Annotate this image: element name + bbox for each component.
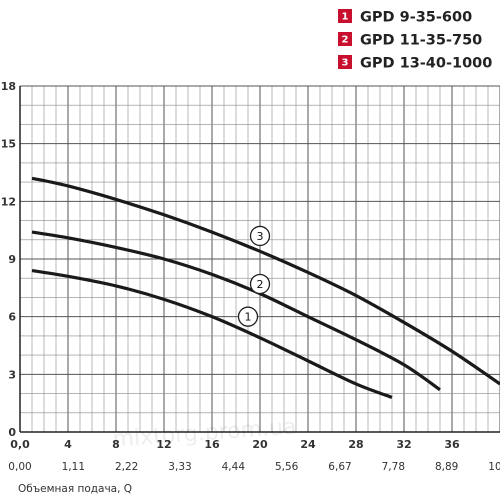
x2-tick-label: 1,11	[62, 461, 85, 473]
curve-marker-2	[249, 273, 271, 295]
y-tick-label: 3	[8, 368, 16, 381]
curve-marker-1	[237, 306, 259, 327]
x2-tick-label: 2,22	[115, 461, 138, 473]
legend-badge	[338, 55, 352, 69]
curve-marker-label: 2	[257, 278, 264, 291]
x-tick-label: 28	[348, 438, 363, 451]
curves	[31, 176, 500, 399]
x-tick-label: 20	[252, 438, 268, 451]
legend-entry: GPD 9-35-600	[360, 10, 472, 26]
series-line-2	[31, 230, 441, 392]
y-tick-label: 12	[1, 195, 16, 208]
x-tick-label: 24	[300, 438, 316, 451]
curve-marker-label: 3	[257, 230, 264, 243]
legend-badge	[338, 32, 352, 46]
x2-tick-label: 5,56	[275, 461, 299, 473]
x-tick-label: 36	[444, 438, 460, 451]
curve-marker-label: 1	[245, 311, 252, 324]
axes	[19, 86, 500, 433]
y-tick-label: 18	[1, 80, 16, 93]
legend-entry: GPD 13-40-1000	[360, 56, 492, 72]
legend-badge-number: 2	[342, 35, 349, 46]
y-tick-label: 15	[1, 138, 16, 151]
y-tick-label: 9	[8, 253, 16, 266]
x-tick-label: 0,0	[10, 438, 30, 451]
x2-tick-label: 10,0	[488, 461, 500, 473]
legend-badge	[338, 9, 352, 23]
series-line-1	[31, 268, 393, 399]
x-tick-label: 8	[112, 438, 120, 451]
x-tick-label: 16	[204, 438, 220, 451]
x-tick-label: 4	[64, 438, 72, 451]
x2-tick-label: 0,00	[8, 461, 31, 473]
x2-tick-label: 6,67	[328, 461, 351, 473]
legend: 1 GPD 9-35-600 2 GPD 11-35-750 3 GPD 13-40-10…	[338, 9, 492, 72]
x2-tick-label: 7,78	[382, 461, 405, 473]
x-tick-label: 12	[156, 438, 171, 451]
series-line-3	[31, 176, 500, 386]
x2-axis-title: Объемная подача, Q	[18, 483, 132, 495]
x2-tick-label: 8,89	[435, 461, 458, 473]
legend-badge-number: 1	[342, 12, 349, 23]
curve-marker-3	[249, 225, 271, 247]
x2-tick-label: 4,44	[222, 461, 246, 473]
x-tick-label: 32	[396, 438, 411, 451]
legend-entry: GPD 11-35-750	[360, 33, 482, 49]
y-tick-label: 0	[8, 426, 16, 439]
x2-tick-label: 3,33	[168, 461, 191, 473]
y-tick-label: 6	[8, 311, 16, 324]
legend-badge-number: 3	[342, 58, 349, 69]
curve-markers: 1 2 3	[237, 225, 271, 327]
